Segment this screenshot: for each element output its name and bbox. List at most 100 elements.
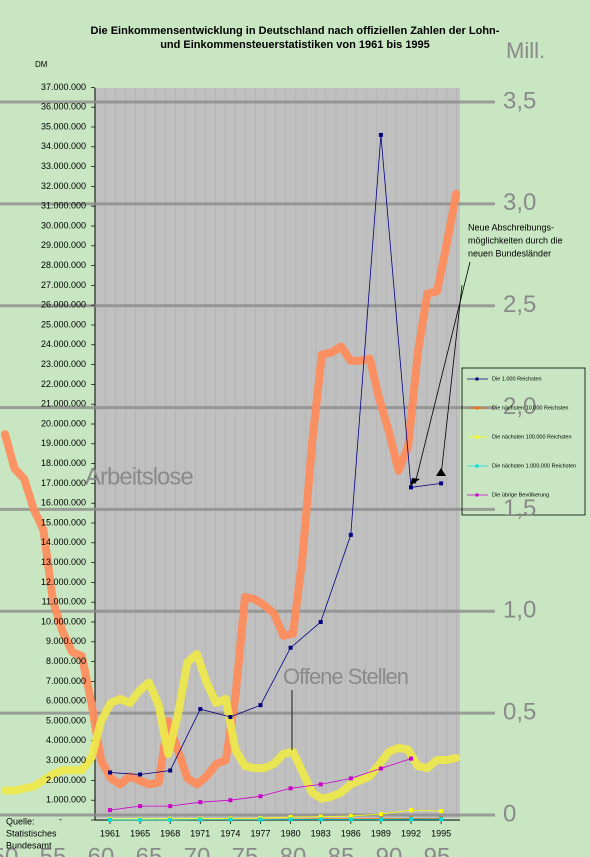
layer <box>0 87 495 824</box>
y-tick-label: 7.000.000 <box>46 676 86 686</box>
marker <box>288 815 293 820</box>
y-tick-label: 21.000.000 <box>41 399 86 409</box>
y-tick-label: 17.000.000 <box>41 478 86 488</box>
y-tick-label: 20.000.000 <box>41 418 86 428</box>
series-label: Offene Stellen <box>283 664 408 689</box>
y-tick-label: 34.000.000 <box>41 141 86 151</box>
x-tick-label: 1989 <box>371 828 391 838</box>
y-tick-label: 32.000.000 <box>41 181 86 191</box>
y-tick-label: 2.000.000 <box>46 775 86 785</box>
y-tick-label: 15.000.000 <box>41 517 86 527</box>
y2-tick-label: 2,0 <box>503 393 536 420</box>
annotation: neuen Bundesländer <box>468 248 551 258</box>
x-tick-label: 1961 <box>100 828 120 838</box>
series-label: Arbeitslose <box>85 463 193 490</box>
y-tick-label: 18.000.000 <box>41 458 86 468</box>
marker <box>288 645 293 650</box>
x-tick-label: 1983 <box>311 828 331 838</box>
x-tick-label: 1986 <box>341 828 361 838</box>
y-tick-label: 3.000.000 <box>46 755 86 765</box>
marker <box>348 814 353 819</box>
x-tick-label: 1980 <box>281 828 301 838</box>
y-tick-label: 19.000.000 <box>41 438 86 448</box>
marker <box>228 817 233 822</box>
y-tick-label: 11.000.000 <box>42 597 86 607</box>
y2-tick-label: 2,5 <box>503 291 536 318</box>
marker <box>348 532 353 537</box>
legend-marker <box>475 464 479 468</box>
marker <box>378 766 383 771</box>
marker <box>138 772 143 777</box>
legend-marker <box>475 406 479 410</box>
y2-tick-label: 1,5 <box>503 495 536 522</box>
marker <box>228 715 233 720</box>
x2-tick-label: 90 <box>376 843 403 857</box>
legend-label: Die nächsten 100.000 Reichsten <box>492 434 572 440</box>
marker <box>409 485 413 490</box>
y-tick-label: 37.000.000 <box>41 82 86 92</box>
x2-tick-label: 60 <box>88 843 115 857</box>
y-tick-label: 35.000.000 <box>41 121 86 131</box>
marker <box>168 804 173 809</box>
marker <box>168 817 173 822</box>
legend-label: Die übrige Bevölkerung <box>492 492 549 498</box>
x-tick-label: 1977 <box>250 828 270 838</box>
y-tick-label: - <box>59 814 62 824</box>
series-line <box>109 134 442 775</box>
y-tick-label: 23.000.000 <box>41 359 86 369</box>
y-tick-label: 24.000.000 <box>41 339 86 349</box>
marker <box>378 817 383 822</box>
y-tick-label: 31.000.000 <box>41 201 86 211</box>
marker <box>258 817 263 822</box>
x2-tick-label: 70 <box>184 843 211 857</box>
annotation: Neue Abschreibungs- <box>468 222 554 232</box>
marker <box>439 817 444 822</box>
y2-tick-label: 0 <box>503 800 516 827</box>
series-line <box>110 818 442 821</box>
marker <box>409 817 413 822</box>
marker <box>318 817 323 822</box>
marker <box>348 776 353 781</box>
marker <box>318 620 323 624</box>
marker <box>198 707 203 712</box>
marker <box>258 703 263 708</box>
x2-tick-label: 75 <box>232 843 259 857</box>
legend-box <box>461 367 586 516</box>
x-tick-label: 1968 <box>160 828 180 838</box>
x-tick-label: 1995 <box>431 828 451 838</box>
y2-axis-label: Mill. <box>506 38 545 63</box>
legend-label: Die nächsten 1.000.000 Reichsten <box>492 463 576 469</box>
y2-tick-label: 3,5 <box>503 87 536 114</box>
marker <box>318 782 323 787</box>
x2-tick-label: 50 <box>0 843 18 857</box>
y-tick-label: 12.000.000 <box>41 577 86 587</box>
series-line <box>1 650 461 803</box>
y-tick-label: 27.000.000 <box>41 280 86 290</box>
marker <box>378 132 383 137</box>
marker <box>439 809 444 814</box>
x-tick-label: 1974 <box>220 828 240 838</box>
marker <box>258 794 263 799</box>
legend-label: Die 1.000 Reichsten <box>492 376 542 382</box>
marker <box>409 808 413 813</box>
y-tick-label: 14.000.000 <box>41 537 86 547</box>
y-tick-label: 16.000.000 <box>41 498 86 508</box>
y-tick-label: 28.000.000 <box>41 260 86 270</box>
y-tick-label: 8.000.000 <box>46 656 86 666</box>
x-tick-label: 1992 <box>401 828 421 838</box>
y-axis-label: DM <box>35 60 48 69</box>
legend-marker <box>475 377 479 381</box>
marker <box>108 817 112 822</box>
legend-marker <box>475 493 479 497</box>
x2-tick-label: 65 <box>136 843 163 857</box>
x-tick-label: 1971 <box>190 828 210 838</box>
legend-label: Die nächsten 10.000 Reichsten <box>492 405 568 411</box>
x2-tick-label: 80 <box>280 843 307 857</box>
y2-tick-label: 3,0 <box>503 189 536 216</box>
marker <box>409 756 413 761</box>
marker <box>138 817 143 822</box>
x2-tick-label: 95 <box>424 843 451 857</box>
y-tick-label: 9.000.000 <box>46 636 86 646</box>
